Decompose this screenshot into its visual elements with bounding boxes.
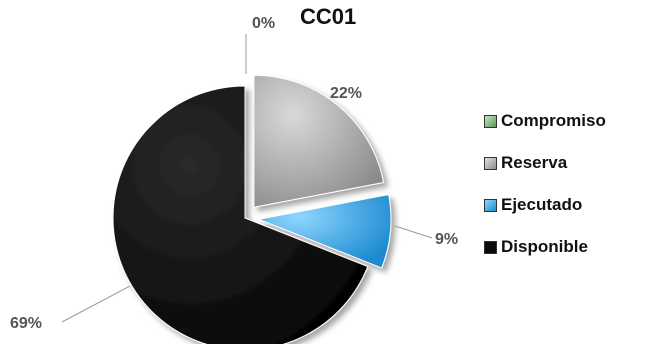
data-label-compromiso: 0% xyxy=(252,15,275,32)
legend-label-disponible: Disponible xyxy=(501,237,588,256)
legend-label-compromiso: Compromiso xyxy=(501,111,606,130)
legend-swatch-disponible xyxy=(484,240,497,254)
leader-line-ejecutado xyxy=(394,225,433,239)
legend-swatch-reserva xyxy=(484,156,497,170)
leader-line-disponible xyxy=(61,285,131,323)
data-label-ejecutado: 9% xyxy=(435,231,458,248)
data-label-reserva: 22% xyxy=(330,85,362,102)
legend-item-disponible: Disponible xyxy=(484,236,644,258)
legend: Compromiso Reserva Ejecutado Disponible xyxy=(484,110,644,278)
legend-label-reserva: Reserva xyxy=(501,153,568,172)
pie-slice-disponible xyxy=(112,85,369,344)
chart-title: CC01 xyxy=(300,4,357,29)
pie-slice-reserva xyxy=(253,74,385,208)
legend-swatch-compromiso xyxy=(484,114,497,128)
legend-item-compromiso: Compromiso xyxy=(484,110,644,132)
data-label-disponible: 69% xyxy=(10,315,42,332)
pie-slice-ejecutado xyxy=(257,193,392,269)
legend-swatch-ejecutado xyxy=(484,198,497,212)
legend-item-ejecutado: Ejecutado xyxy=(484,194,644,216)
legend-item-reserva: Reserva xyxy=(484,152,644,174)
legend-label-ejecutado: Ejecutado xyxy=(501,195,583,214)
